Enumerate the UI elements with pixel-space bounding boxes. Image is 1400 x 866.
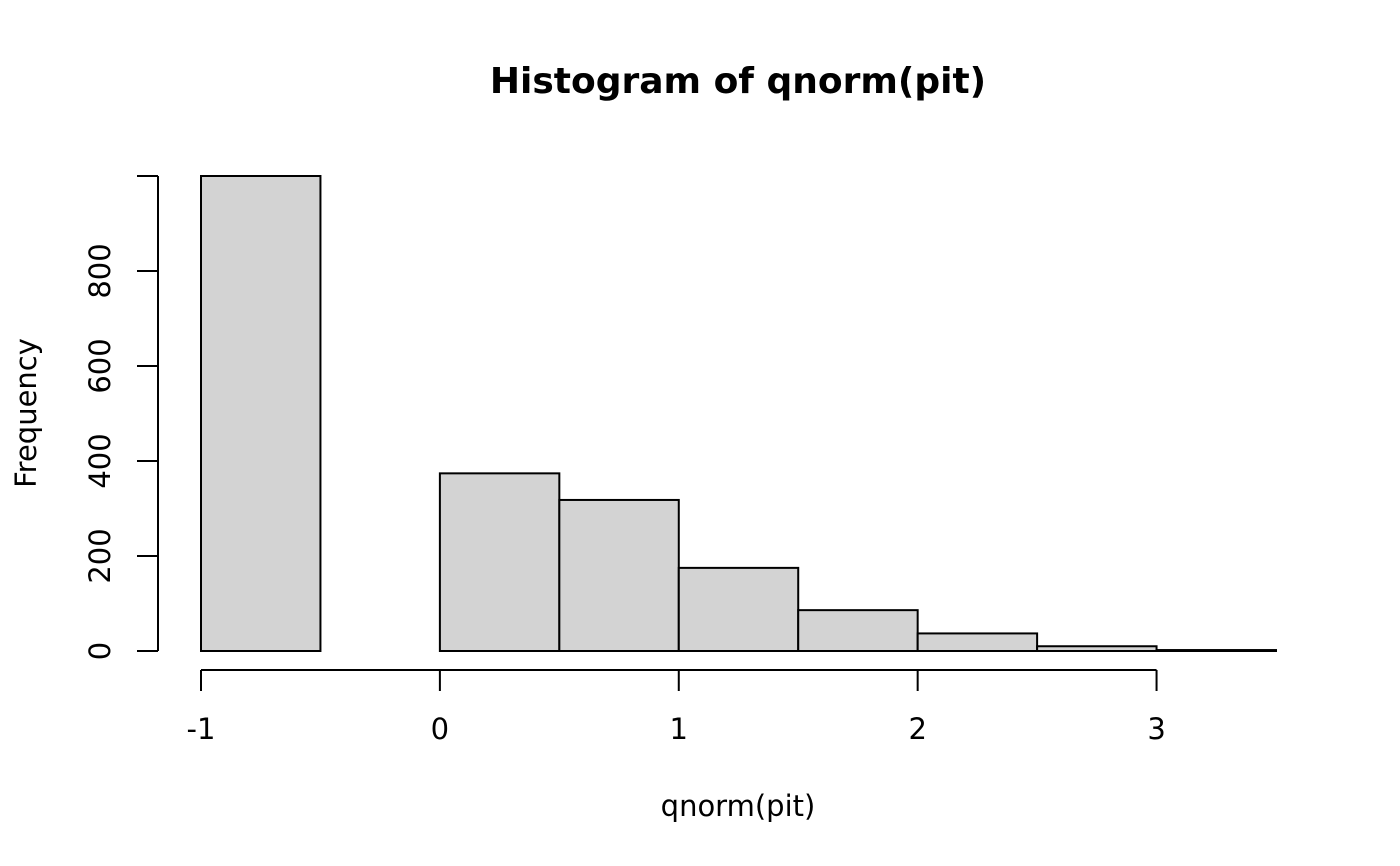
x-tick-label-3: 2	[908, 712, 926, 746]
bars-group	[200, 175, 1277, 653]
y-axis-label: Frequency	[9, 338, 43, 488]
y-axis: 0 200 400 600 800	[83, 175, 159, 660]
histogram-bar-8	[1155, 649, 1277, 652]
x-tick-label-4: 3	[1147, 712, 1165, 746]
y-tick-label-1: 200	[83, 528, 117, 583]
x-axis: -1 0 1 2 3	[187, 669, 1166, 746]
x-tick-label-1: 0	[431, 712, 449, 746]
histogram-bar-4	[677, 566, 800, 652]
histogram-bar-7	[1036, 645, 1158, 652]
histogram-bar-3	[558, 498, 680, 653]
histogram-bar-5	[797, 609, 919, 653]
y-tick-label-3: 600	[83, 338, 117, 393]
chart-title: Histogram of qnorm(pit)	[490, 61, 986, 102]
histogram-bar-2	[438, 472, 561, 652]
x-axis-label: qnorm(pit)	[661, 789, 816, 823]
histogram-bar-0	[200, 175, 322, 652]
y-tick-label-2: 400	[83, 433, 117, 488]
x-tick-label-2: 1	[670, 712, 688, 746]
x-tick-label-0: -1	[187, 712, 216, 746]
y-tick-label-0: 0	[83, 642, 117, 660]
histogram-bar-6	[916, 632, 1039, 652]
y-tick-label-4: 800	[83, 243, 117, 298]
